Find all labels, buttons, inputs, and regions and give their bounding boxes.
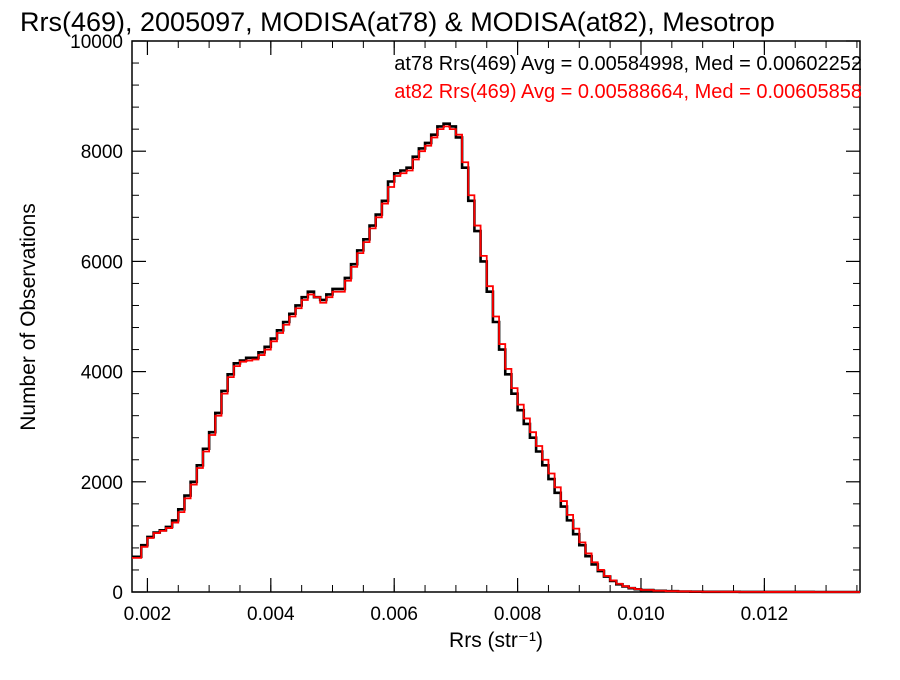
y-tick-label: 2000 (81, 473, 123, 494)
y-tick-label: 8000 (81, 142, 123, 163)
data-series (132, 122, 860, 594)
y-tick-label: 6000 (81, 252, 123, 273)
legend-entry-at82: at82 Rrs(469) Avg = 0.00588664, Med = 0.… (394, 81, 862, 103)
y-tick-label: 10000 (70, 32, 123, 53)
x-tick-label: 0.004 (247, 604, 295, 625)
plot-frame (131, 40, 861, 593)
y-tick-label: 0 (112, 583, 123, 604)
chart-title: Rrs(469), 2005097, MODISA(at78) & MODISA… (20, 7, 775, 37)
legend-entry-at78: at78 Rrs(469) Avg = 0.00584998, Med = 0.… (394, 53, 862, 75)
x-tick-label: 0.008 (494, 604, 542, 625)
series-line-at82 (132, 125, 860, 593)
x-tick-label: 0.010 (617, 604, 665, 625)
x-tick-label: 0.012 (741, 604, 789, 625)
x-tick-label: 0.006 (370, 604, 418, 625)
y-axis-label: Number of Observations (17, 203, 40, 431)
axis-ticks: 0.002 0.004 0.006 0.008 0.010 0.012 0 2000 4000 6… (70, 32, 860, 625)
y-tick-label: 4000 (81, 363, 123, 384)
x-axis-label: Rrs (str⁻¹) (449, 629, 543, 652)
series-line-at78 (132, 122, 860, 594)
x-tick-label: 0.002 (124, 604, 172, 625)
